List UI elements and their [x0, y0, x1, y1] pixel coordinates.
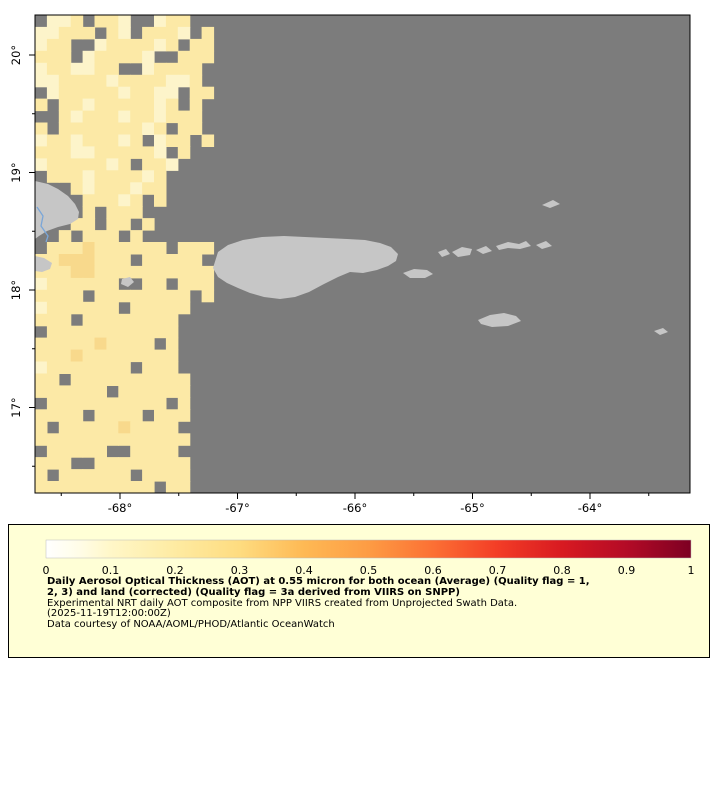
lon-tick-label: -65° — [460, 501, 485, 515]
landmass-saba-statia — [654, 328, 668, 335]
lat-tick-label: 19° — [9, 162, 23, 182]
landmass-tortola-chain — [496, 241, 531, 250]
landmass-culebra — [438, 249, 450, 257]
colorbar-tick-label: 0.2 — [166, 564, 184, 577]
colorbar-tick-label: 0.7 — [489, 564, 507, 577]
colorbar-tick-label: 0.9 — [618, 564, 636, 577]
legend-title-line-1: Daily Aerosol Optical Thickness (AOT) at… — [47, 576, 590, 587]
map-axes: 20° 19° 18° 17° -68° -67° -66° -65° -64° — [9, 45, 650, 515]
colorbar-tick-label: 0.1 — [102, 564, 120, 577]
colorbar-tick-label: 0.3 — [231, 564, 249, 577]
colorbar-tick-label: 1 — [688, 564, 695, 577]
lon-tick-label: -66° — [343, 501, 368, 515]
lon-tick-label: -64° — [578, 501, 603, 515]
colorbar-gradient — [45, 539, 692, 559]
legend-timestamp: (2025-11-19T12:00:00Z) — [47, 608, 171, 620]
legend-credit: Data courtesy of NOAA/AOML/PHOD/Atlantic… — [47, 619, 335, 631]
colorbar-tick-label: 0.6 — [424, 564, 442, 577]
lat-tick-label: 17° — [9, 397, 23, 417]
colorbar-tick-label: 0.8 — [553, 564, 571, 577]
map-frame — [34, 14, 691, 494]
legend-subtitle: Experimental NRT daily AOT composite fro… — [47, 597, 518, 609]
lon-tick-label: -67° — [225, 501, 250, 515]
landmass-st-croix — [478, 313, 521, 327]
landmass-puerto-rico — [213, 236, 398, 299]
landmass-hispaniola-south-coast — [35, 256, 52, 272]
legend-title-line-2: 2, 3) and land (corrected) (Quality flag… — [47, 586, 460, 598]
landmass-vieques — [403, 269, 433, 278]
colorbar-tick-label: 0 — [43, 564, 50, 577]
aot-map: 20° 19° 18° 17° -68° -67° -66° -65° -64° — [9, 14, 691, 515]
lat-tick-label: 18° — [9, 280, 23, 300]
landmass-mona-island — [121, 277, 134, 287]
landmass-st-thomas — [452, 247, 472, 257]
landmass-virgin-gorda — [536, 241, 552, 249]
lat-tick-label: 20° — [9, 45, 23, 65]
landmass-hispaniola-east-coast — [35, 181, 79, 239]
landmasses — [35, 181, 668, 335]
landmass-anegada — [542, 200, 560, 208]
river-line — [36, 206, 49, 243]
aot-data-cells — [35, 15, 215, 494]
landmass-st-john — [476, 246, 492, 254]
legend-panel: 0 0.1 0.2 0.3 0.4 0.5 0.6 0.7 0.8 0.9 1 Daily Aero… — [8, 524, 710, 658]
legend-text: Daily Aerosol Optical Thickness (AOT) at… — [47, 576, 709, 631]
aot-colorbar: 0 0.1 0.2 0.3 0.4 0.5 0.6 0.7 0.8 0.9 1 — [43, 539, 695, 577]
colorbar-tick-label: 0.5 — [360, 564, 378, 577]
colorbar-tick-label: 0.4 — [295, 564, 313, 577]
lon-tick-label: -68° — [108, 501, 133, 515]
